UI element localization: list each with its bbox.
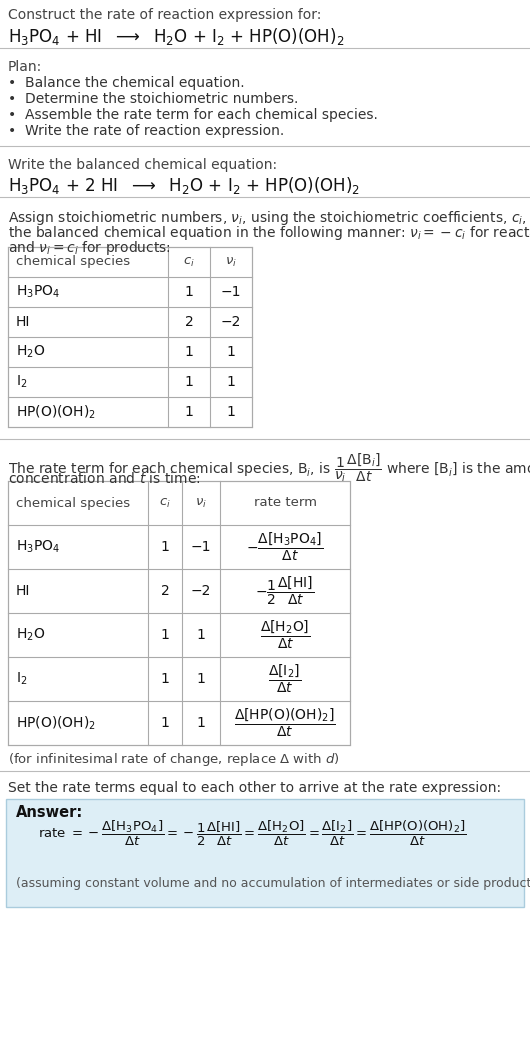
Text: (assuming constant volume and no accumulation of intermediates or side products): (assuming constant volume and no accumul…	[16, 877, 530, 890]
Text: The rate term for each chemical species, B$_i$, is $\dfrac{1}{\nu_i}\dfrac{\Delt: The rate term for each chemical species,…	[8, 451, 530, 483]
Text: H$_2$O: H$_2$O	[16, 627, 45, 643]
Text: Plan:: Plan:	[8, 60, 42, 74]
Text: Answer:: Answer:	[16, 805, 83, 820]
Text: •  Assemble the rate term for each chemical species.: • Assemble the rate term for each chemic…	[8, 108, 378, 122]
Text: 1: 1	[197, 717, 206, 730]
Text: H$_3$PO$_4$: H$_3$PO$_4$	[16, 283, 60, 300]
Text: Assign stoichiometric numbers, $\nu_i$, using the stoichiometric coefficients, $: Assign stoichiometric numbers, $\nu_i$, …	[8, 209, 530, 227]
Text: chemical species: chemical species	[16, 497, 130, 509]
Text: 2: 2	[184, 315, 193, 329]
Text: 1: 1	[161, 717, 170, 730]
Text: 1: 1	[184, 405, 193, 419]
Text: Construct the rate of reaction expression for:: Construct the rate of reaction expressio…	[8, 8, 321, 22]
Text: 1: 1	[161, 628, 170, 642]
Text: rate $= -\dfrac{\Delta[\mathrm{H_3PO_4}]}{\Delta t} = -\dfrac{1}{2}\dfrac{\Delta: rate $= -\dfrac{\Delta[\mathrm{H_3PO_4}]…	[38, 818, 466, 847]
Text: chemical species: chemical species	[16, 255, 130, 269]
Text: $\nu_i$: $\nu_i$	[225, 255, 237, 269]
Text: −2: −2	[191, 584, 211, 598]
Text: $\dfrac{\Delta[\mathrm{HP(O)(OH)_2}]}{\Delta t}$: $\dfrac{\Delta[\mathrm{HP(O)(OH)_2}]}{\D…	[234, 707, 336, 740]
Text: HI: HI	[16, 584, 30, 598]
Text: Set the rate terms equal to each other to arrive at the rate expression:: Set the rate terms equal to each other t…	[8, 781, 501, 795]
Text: HI: HI	[16, 315, 30, 329]
Text: •  Write the rate of reaction expression.: • Write the rate of reaction expression.	[8, 124, 284, 138]
Text: 1: 1	[226, 376, 235, 389]
Text: 1: 1	[197, 628, 206, 642]
Text: H$_3$PO$_4$ + 2 HI  $\longrightarrow$  H$_2$O + I$_2$ + HP(O)(OH)$_2$: H$_3$PO$_4$ + 2 HI $\longrightarrow$ H$_…	[8, 175, 360, 196]
Text: 1: 1	[161, 540, 170, 554]
Text: $\dfrac{\Delta[\mathrm{H_2O}]}{\Delta t}$: $\dfrac{\Delta[\mathrm{H_2O}]}{\Delta t}…	[260, 619, 310, 652]
Text: HP(O)(OH)$_2$: HP(O)(OH)$_2$	[16, 404, 96, 420]
Text: 1: 1	[184, 376, 193, 389]
Text: concentration and $t$ is time:: concentration and $t$ is time:	[8, 471, 201, 486]
Text: (for infinitesimal rate of change, replace $\Delta$ with $d$): (for infinitesimal rate of change, repla…	[8, 751, 340, 768]
Text: and $\nu_i = c_i$ for products:: and $\nu_i = c_i$ for products:	[8, 238, 171, 257]
Text: −1: −1	[221, 285, 241, 299]
Text: 1: 1	[226, 345, 235, 359]
Text: $-\dfrac{1}{2}\dfrac{\Delta[\mathrm{HI}]}{\Delta t}$: $-\dfrac{1}{2}\dfrac{\Delta[\mathrm{HI}]…	[255, 575, 314, 607]
Text: 1: 1	[184, 285, 193, 299]
Text: I$_2$: I$_2$	[16, 373, 28, 390]
Text: HP(O)(OH)$_2$: HP(O)(OH)$_2$	[16, 714, 96, 732]
Text: 1: 1	[197, 672, 206, 686]
Text: $\dfrac{\Delta[\mathrm{I_2}]}{\Delta t}$: $\dfrac{\Delta[\mathrm{I_2}]}{\Delta t}$	[268, 663, 302, 696]
Text: •  Determine the stoichiometric numbers.: • Determine the stoichiometric numbers.	[8, 92, 298, 106]
Text: 1: 1	[161, 672, 170, 686]
Text: $c_i$: $c_i$	[159, 497, 171, 509]
Text: H$_2$O: H$_2$O	[16, 344, 45, 360]
Text: the balanced chemical equation in the following manner: $\nu_i = -c_i$ for react: the balanced chemical equation in the fo…	[8, 224, 530, 242]
FancyBboxPatch shape	[8, 247, 252, 427]
Text: H$_3$PO$_4$ + HI  $\longrightarrow$  H$_2$O + I$_2$ + HP(O)(OH)$_2$: H$_3$PO$_4$ + HI $\longrightarrow$ H$_2$…	[8, 26, 344, 47]
Text: I$_2$: I$_2$	[16, 670, 28, 687]
Text: H$_3$PO$_4$: H$_3$PO$_4$	[16, 539, 60, 555]
FancyBboxPatch shape	[8, 481, 350, 745]
Text: 2: 2	[161, 584, 170, 598]
Text: •  Balance the chemical equation.: • Balance the chemical equation.	[8, 76, 245, 90]
Text: $-\dfrac{\Delta[\mathrm{H_3PO_4}]}{\Delta t}$: $-\dfrac{\Delta[\mathrm{H_3PO_4}]}{\Delt…	[246, 530, 323, 563]
Text: −2: −2	[221, 315, 241, 329]
Text: Write the balanced chemical equation:: Write the balanced chemical equation:	[8, 158, 277, 172]
Text: 1: 1	[184, 345, 193, 359]
FancyBboxPatch shape	[6, 799, 524, 907]
Text: $c_i$: $c_i$	[183, 255, 195, 269]
Text: rate term: rate term	[253, 497, 316, 509]
Text: 1: 1	[226, 405, 235, 419]
Text: $\nu_i$: $\nu_i$	[195, 497, 207, 509]
Text: −1: −1	[191, 540, 211, 554]
